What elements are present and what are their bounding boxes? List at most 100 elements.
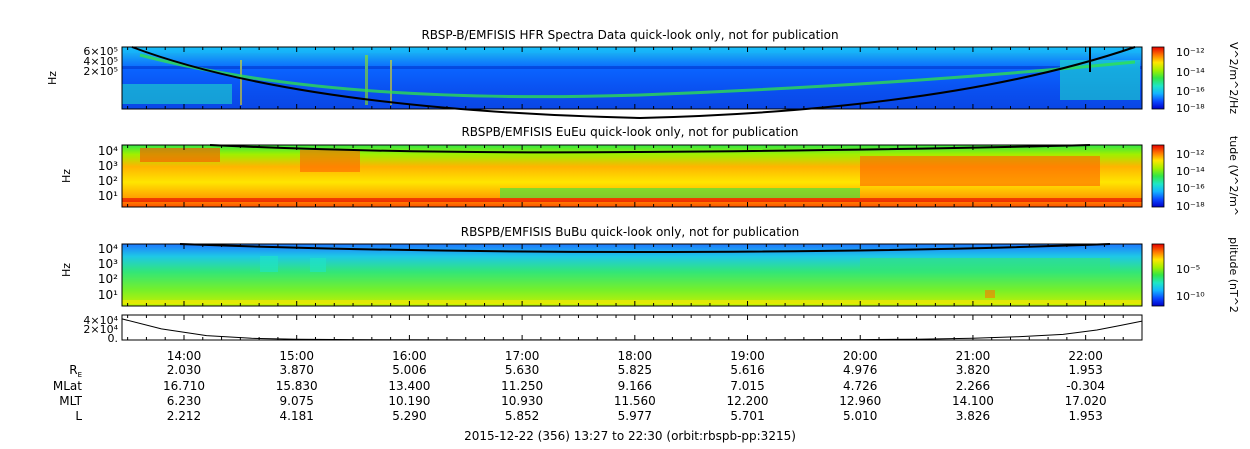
x-tick-label-4: 18:00 — [618, 349, 653, 363]
bubu-spectrogram — [122, 244, 1142, 306]
line-panel: 4×10⁴ 2×10⁴ 0. — [83, 314, 1143, 345]
line-ytick-1: 4×10⁴ — [83, 314, 118, 327]
footer-label: 2015-12-22 (356) 13:27 to 22:30 (orbit:r… — [464, 429, 796, 443]
eueu-title: RBSPB/EMFISIS EuEu quick-look only, not … — [461, 125, 798, 139]
ephemeris-value-2-6: 12.960 — [839, 394, 881, 408]
bubu-ytick-1: 10⁴ — [98, 242, 118, 256]
ephemeris-label-1: MLat — [53, 379, 82, 393]
ephemeris-value-0-6: 4.976 — [843, 363, 877, 377]
x-tick-labels: 14:00 15:00 16:00 17:00 18:00 19:00 20:00 21:00… — [167, 349, 1103, 363]
x-tick-label-5: 19:00 — [730, 349, 765, 363]
ephemeris-value-1-8: -0.304 — [1066, 379, 1105, 393]
x-tick-label-0: 14:00 — [167, 349, 202, 363]
bubu-title: RBSPB/EMFISIS BuBu quick-look only, not … — [461, 225, 799, 239]
eueu-texture — [122, 148, 1142, 202]
ephemeris-value-3-5: 5.701 — [730, 409, 764, 423]
hfr-ytick-2: 4×10⁵ — [83, 55, 118, 68]
eueu-cbar-tick-2: 10⁻¹⁴ — [1176, 165, 1205, 178]
eueu-frame — [121, 144, 1143, 208]
bubu-ytick-2: 10³ — [98, 257, 118, 271]
eueu-cbar-tick-1: 10⁻¹² — [1176, 148, 1205, 161]
hfr-ytick-1: 6×10⁵ — [83, 45, 118, 58]
hfr-cbar-tick-4: 10⁻¹⁸ — [1176, 102, 1205, 115]
ephemeris-value-2-5: 12.200 — [727, 394, 769, 408]
ephemeris-value-1-3: 11.250 — [501, 379, 543, 393]
hfr-frame — [121, 46, 1143, 110]
bubu-ytick-3: 10² — [98, 272, 118, 286]
eueu-ytick-4: 10¹ — [98, 189, 118, 203]
bubu-cbar-tick-2: 10⁻¹⁰ — [1176, 290, 1205, 303]
x-tick-label-2: 16:00 — [392, 349, 427, 363]
hfr-spectrogram — [122, 47, 1142, 109]
bubu-panel: RBSPB/EMFISIS BuBu quick-look only, not … — [60, 225, 1240, 313]
ephemeris-value-3-7: 3.826 — [956, 409, 990, 423]
hfr-title: RBSP-B/EMFISIS HFR Spectra Data quick-lo… — [421, 28, 838, 42]
line-series — [121, 318, 1143, 341]
line-ytick-3: 0. — [108, 332, 119, 345]
ephemeris-value-0-4: 5.825 — [618, 363, 652, 377]
eueu-ytick-2: 10³ — [98, 159, 118, 173]
ephemeris-value-3-2: 5.290 — [392, 409, 426, 423]
ephemeris-value-2-4: 11.560 — [614, 394, 656, 408]
ephemeris-value-0-3: 5.630 — [505, 363, 539, 377]
ephemeris-value-1-7: 2.266 — [956, 379, 990, 393]
eueu-ytick-1: 10⁴ — [98, 144, 118, 158]
ephemeris-value-3-3: 5.852 — [505, 409, 539, 423]
ephemeris-label-3: L — [75, 409, 82, 423]
x-tick-label-3: 17:00 — [505, 349, 540, 363]
ephemeris-value-1-6: 4.726 — [843, 379, 877, 393]
axis-ticks — [127, 47, 1143, 340]
ephemeris-label-0: RE — [69, 363, 82, 379]
bubu-cyclotron-curve — [179, 243, 1111, 254]
bubu-cbar-tick-1: 10⁻⁵ — [1176, 263, 1200, 276]
ephemeris-value-3-8: 1.953 — [1068, 409, 1102, 423]
bubu-ylabel: Hz — [60, 263, 73, 277]
hfr-panel: RBSP-B/EMFISIS HFR Spectra Data quick-lo… — [46, 28, 1240, 120]
eueu-panel: RBSPB/EMFISIS EuEu quick-look only, not … — [60, 125, 1240, 216]
eueu-cbar-label: tude (V^2/m^ — [1227, 136, 1240, 216]
bubu-cbar-label: plitude (nT^2 — [1227, 237, 1240, 313]
hfr-ylabel: Hz — [46, 71, 59, 85]
hfr-plasma-line — [139, 53, 1136, 99]
eueu-ytick-3: 10² — [98, 174, 118, 188]
x-tick-label-6: 20:00 — [843, 349, 878, 363]
ephemeris-value-3-6: 5.010 — [843, 409, 877, 423]
hfr-cbar-tick-1: 10⁻¹² — [1176, 46, 1205, 59]
bubu-texture — [122, 256, 1142, 304]
ephemeris-value-1-2: 13.400 — [388, 379, 430, 393]
x-tick-label-1: 15:00 — [279, 349, 314, 363]
hfr-colorbar — [1151, 46, 1165, 110]
ephemeris-label-2: MLT — [59, 394, 82, 408]
ephemeris-value-1-4: 9.166 — [618, 379, 652, 393]
x-tick-label-7: 21:00 — [956, 349, 991, 363]
bubu-colorbar — [1151, 243, 1165, 307]
hfr-cbar-tick-3: 10⁻¹⁶ — [1176, 85, 1205, 98]
ephemeris-value-2-3: 10.930 — [501, 394, 543, 408]
ephemeris-value-0-5: 5.616 — [730, 363, 764, 377]
x-tick-label-8: 22:00 — [1068, 349, 1103, 363]
hfr-cbar-label: V^2/m^2/Hz — [1227, 42, 1240, 114]
hfr-ytick-3: 2×10⁵ — [83, 65, 118, 78]
ephemeris-value-1-1: 15.830 — [276, 379, 318, 393]
ephemeris-value-0-0: 2.030 — [167, 363, 201, 377]
ephemeris-value-3-0: 2.212 — [167, 409, 201, 423]
ephemeris-value-0-8: 1.953 — [1068, 363, 1102, 377]
hfr-cbar-tick-2: 10⁻¹⁴ — [1176, 66, 1205, 79]
ephemeris-value-0-2: 5.006 — [392, 363, 426, 377]
ephemeris-value-1-0: 16.710 — [163, 379, 205, 393]
eueu-ylabel: Hz — [60, 169, 73, 183]
ephemeris-value-3-4: 5.977 — [618, 409, 652, 423]
ephemeris-value-2-2: 10.190 — [388, 394, 430, 408]
ephemeris-value-1-5: 7.015 — [730, 379, 764, 393]
bubu-ytick-4: 10¹ — [98, 288, 118, 302]
ephemeris-value-3-1: 4.181 — [280, 409, 314, 423]
bubu-frame — [121, 243, 1143, 307]
eueu-colorbar — [1151, 144, 1165, 208]
ephemeris-value-0-1: 3.870 — [280, 363, 314, 377]
ephemeris-value-2-8: 17.020 — [1065, 394, 1107, 408]
line-frame — [121, 314, 1143, 341]
ephemeris-value-0-7: 3.820 — [956, 363, 990, 377]
hfr-cyclotron-curve — [131, 46, 1136, 120]
